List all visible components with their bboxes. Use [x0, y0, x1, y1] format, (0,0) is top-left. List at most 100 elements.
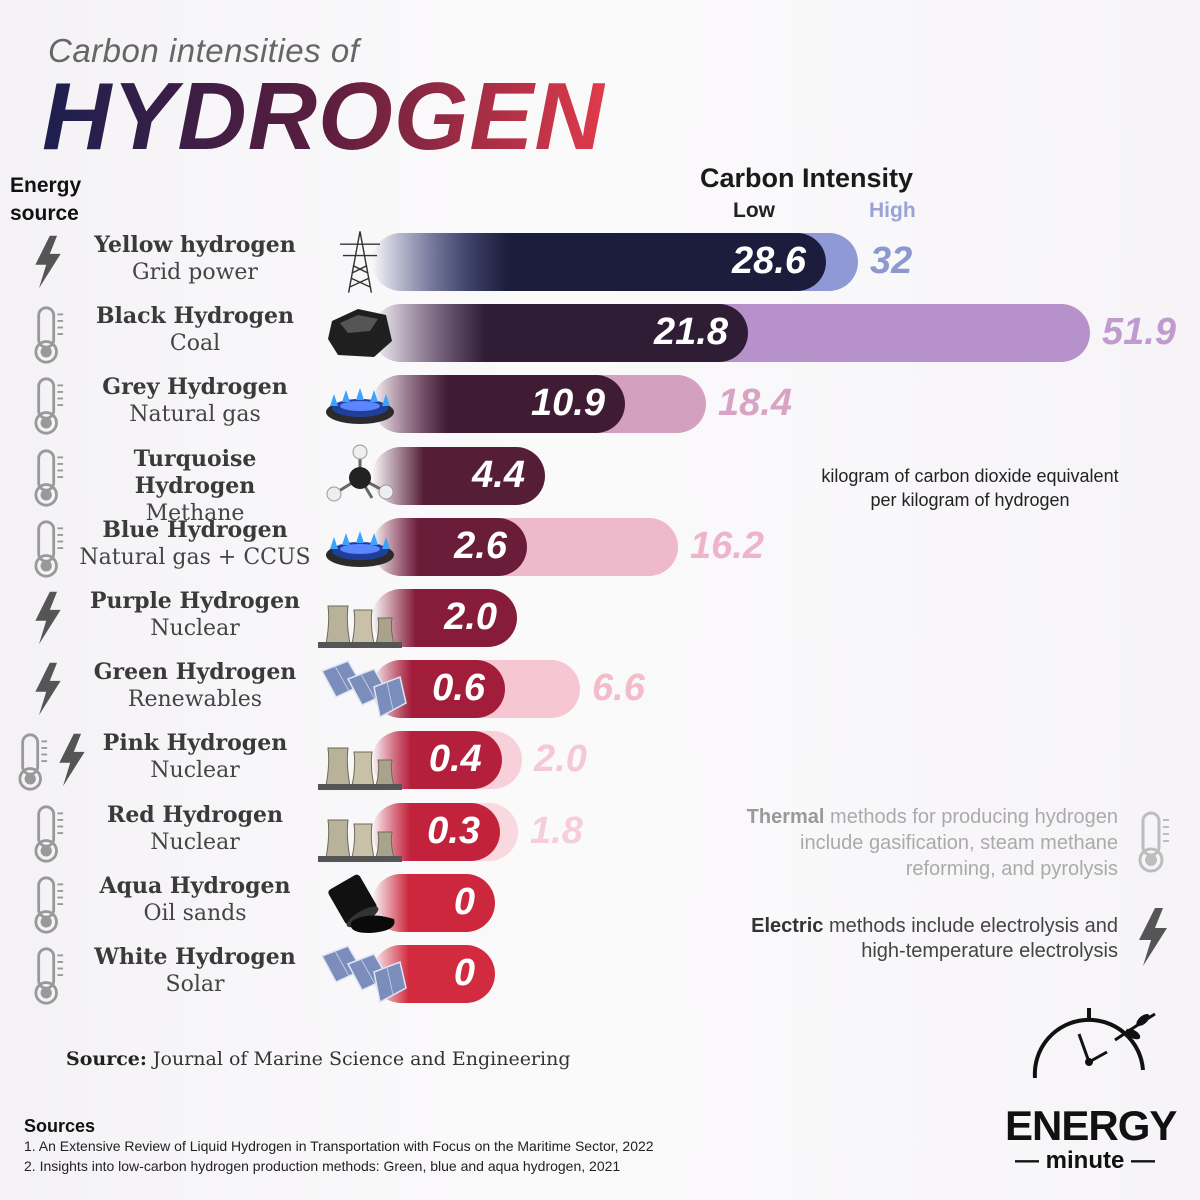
thermal-text-3: reforming, and pyrolysis: [905, 858, 1118, 880]
hydrogen-source-name: Nuclear: [150, 758, 240, 784]
energy-source-label: Red Hydrogen Nuclear: [70, 802, 320, 856]
low-value-label: 0.3: [427, 809, 480, 852]
thermometer-icon: [30, 448, 68, 513]
chart-row: Red Hydrogen Nuclear 1.8 0.3: [0, 800, 1200, 863]
oil-barrel-icon: [318, 871, 402, 935]
energy-source-label: Green Hydrogen Renewables: [70, 659, 320, 713]
thermometer-lightning-icon: [14, 732, 92, 792]
bar-low: [372, 375, 625, 434]
lightning-icon: [28, 234, 68, 295]
bar-low: [372, 802, 500, 861]
energy-source-label: Black Hydrogen Coal: [70, 303, 320, 357]
source-label: Source:: [66, 1048, 147, 1070]
chart-row: Grey Hydrogen Natural gas 18.4 10.9: [0, 372, 1200, 435]
gas-burner-icon: [318, 515, 402, 579]
gas-burner-icon: [318, 372, 402, 436]
high-value-label: 18.4: [718, 382, 792, 425]
hydrogen-type-name: Pink Hydrogen: [102, 730, 288, 757]
legend-low: Low: [733, 199, 775, 222]
high-value-label: 2.0: [534, 738, 587, 781]
low-value-label: 0.4: [428, 738, 482, 781]
hydrogen-type-name: Grey Hydrogen: [102, 374, 288, 401]
energy-source-label: White Hydrogen Solar: [70, 944, 320, 998]
energy-source-label: Turquoise Hydrogen Methane: [70, 446, 320, 527]
energy-source-line1: Energy: [10, 174, 82, 197]
molecule-icon: [318, 444, 402, 508]
lightning-icon: [1139, 908, 1167, 966]
pylon-icon: [318, 230, 402, 294]
hydrogen-source-name: Solar: [165, 972, 225, 997]
hydrogen-source-name: Grid power: [132, 260, 258, 285]
electric-text-1: methods include electrolysis and: [823, 915, 1118, 937]
hydrogen-type-name: Turquoise Hydrogen: [133, 445, 257, 499]
low-value-label: 10.9: [531, 382, 605, 425]
bar-low: [372, 304, 748, 363]
thermometer-icon: [30, 875, 68, 940]
chart-row: Aqua Hydrogen Oil sands 0: [0, 871, 1200, 934]
low-value-label: 2.0: [444, 596, 497, 638]
hydrogen-source-name: Nuclear: [150, 829, 240, 855]
low-value-label: 0: [453, 952, 475, 994]
hydrogen-type-name: White Hydrogen: [94, 944, 296, 970]
thermometer-icon: [30, 804, 68, 869]
source-item-2: 2. Insights into low-carbon hydrogen pro…: [24, 1158, 621, 1174]
chart-row: Purple Hydrogen Nuclear 2.0: [0, 586, 1200, 648]
bar-low: [372, 233, 826, 291]
thermal-text-1: methods for producing hydrogen: [824, 806, 1118, 828]
logo-energy-text: ENERGY: [1005, 1102, 1177, 1149]
hydrogen-source-name: Oil sands: [143, 900, 247, 926]
high-value-label: 16.2: [690, 524, 764, 567]
thermal-bold: Thermal: [746, 806, 825, 828]
source-text: Journal of Marine Science and Engineerin…: [146, 1048, 571, 1070]
hydrogen-source-name: Renewables: [127, 687, 263, 713]
chart-row: Black Hydrogen Coal 51.9 21.8: [0, 301, 1200, 364]
hydrogen-source-name: Coal: [169, 331, 221, 357]
coal-icon: [318, 301, 402, 365]
thermometer-icon: [1138, 811, 1169, 873]
hydrogen-source-name: Nuclear: [150, 616, 240, 641]
nuclear-icon: [318, 728, 402, 792]
source-item-1: 1. An Extensive Review of Liquid Hydroge…: [24, 1138, 654, 1154]
thermal-text-2: include gasification, steam methane: [800, 832, 1118, 854]
thermometer-icon: [30, 305, 68, 370]
thermometer-icon: [30, 376, 68, 441]
electric-text-2: high-temperature electrolysis: [861, 940, 1118, 962]
carbon-intensity-title: Carbon Intensity: [700, 163, 914, 193]
energy-source-label: Pink Hydrogen Nuclear: [70, 730, 320, 784]
bar-low: [372, 589, 517, 647]
chart-row: Yellow hydrogen Grid power 32 28.6: [0, 230, 1200, 293]
solar-icon: [318, 657, 407, 721]
nuclear-icon: [318, 800, 402, 864]
sources-heading: Sources: [24, 1116, 96, 1136]
unit-line-1: kilogram of carbon dioxide equivalent: [821, 466, 1119, 486]
hydrogen-type-name: Red Hydrogen: [107, 801, 283, 828]
chart-row: White Hydrogen Solar 0: [0, 942, 1200, 1005]
unit-note: kilogram of carbon dioxide equivalent pe…: [780, 464, 1160, 512]
electric-note: Electric methods include electrolysis an…: [640, 914, 1118, 964]
lightning-icon: [28, 590, 68, 651]
hydrogen-source-name: Natural gas: [129, 402, 261, 428]
energy-minute-logo: [1032, 1008, 1156, 1079]
source-line: Source: Journal of Marine Science and En…: [66, 1048, 571, 1070]
thermometer-icon: [30, 946, 68, 1011]
page-title: HYDROGEN: [42, 63, 605, 170]
hydrogen-source-name: Methane: [145, 500, 245, 526]
electric-bold: Electric: [751, 915, 824, 937]
chart-row: Turquoise Hydrogen Methane 4.4: [0, 444, 1200, 526]
lightning-icon: [28, 661, 68, 722]
solar-icon: [318, 942, 407, 1006]
chart-row: Green Hydrogen Renewables 6.6 0.6: [0, 657, 1200, 719]
logo-minute-word: minute: [1045, 1147, 1125, 1174]
high-value-label: 32: [870, 240, 913, 282]
high-value-label: 1.8: [530, 809, 583, 852]
low-value-label: 0: [453, 880, 475, 923]
subtitle: Carbon intensities of: [48, 32, 360, 69]
bar-low: [372, 446, 545, 505]
energy-source-label: Aqua Hydrogen Oil sands: [70, 873, 320, 927]
hydrogen-type-name: Black Hydrogen: [95, 303, 295, 330]
high-value-label: 51.9: [1102, 311, 1176, 354]
bar-low: [372, 517, 527, 576]
low-value-label: 2.6: [454, 524, 507, 567]
high-value-label: 6.6: [592, 667, 645, 710]
chart-row: Pink Hydrogen Nuclear 2.0 0.4: [0, 728, 1200, 791]
